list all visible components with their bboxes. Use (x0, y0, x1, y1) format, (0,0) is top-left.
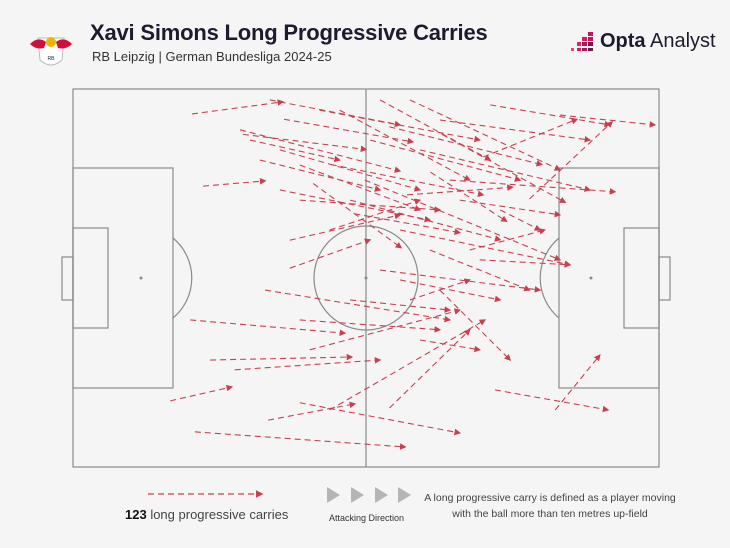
carry-arrow (239, 129, 402, 173)
carry-arrow (312, 183, 403, 249)
carry-arrow (406, 184, 514, 196)
attacking-direction-arrows (327, 487, 411, 503)
carry-arrow (265, 289, 452, 323)
left-goal (61, 256, 74, 301)
carry-arrow (289, 238, 372, 269)
carry-arrow (350, 299, 452, 313)
chart-title: Xavi Simons Long Progressive Carries (90, 20, 488, 45)
direction-arrow-icon (375, 487, 388, 503)
carry-arrow (364, 179, 562, 261)
left-penalty-box (72, 167, 174, 389)
direction-arrow-icon (398, 487, 411, 503)
left-penalty-spot (139, 276, 143, 280)
carry-arrow (419, 339, 481, 353)
carry-arrow (234, 357, 382, 371)
carry-arrow (279, 189, 432, 223)
carry-arrow (299, 164, 422, 212)
carry-arrow (379, 99, 492, 161)
right-goal-area (623, 227, 660, 329)
carry-arrow (170, 384, 234, 402)
chart-subtitle: RB Leipzig | German Bundesliga 2024-25 (92, 49, 332, 64)
carry-arrow (369, 139, 522, 182)
right-penalty-arc (539, 237, 560, 319)
brand-bold: Opta (600, 30, 646, 52)
center-circle (313, 225, 419, 331)
carry-arrow (339, 109, 471, 181)
carry-arrow (499, 209, 542, 231)
carry-arrow (419, 149, 592, 192)
carry-arrow (190, 319, 347, 337)
carry-arrow (479, 259, 572, 268)
legend-count: 123 long progressive carries (125, 507, 288, 522)
carry-arrow (249, 139, 341, 163)
team-logo: RB (28, 28, 74, 72)
carries-layer (170, 99, 657, 450)
carry-arrow (399, 229, 572, 267)
carry-arrow (490, 104, 612, 128)
carry-arrow (279, 149, 422, 192)
carry-arrow (299, 402, 462, 436)
right-penalty-spot (589, 276, 593, 280)
carry-arrow (299, 319, 442, 333)
right-goal (658, 256, 671, 301)
carry-arrow (329, 319, 487, 411)
carry-arrow (559, 114, 657, 128)
brand-light: Analyst (645, 30, 716, 52)
pitch-markings (61, 88, 671, 468)
carry-arrow (242, 133, 368, 153)
carry-arrow (554, 354, 601, 411)
carry-arrow (203, 178, 267, 187)
carry-arrow (409, 99, 562, 171)
direction-arrow-icon (351, 487, 364, 503)
carry-arrow (259, 159, 382, 192)
definition-note: A long progressive carry is defined as a… (424, 492, 676, 520)
carry-arrow (268, 401, 357, 421)
carry-arrow (409, 278, 471, 301)
carry-arrow (439, 119, 592, 143)
carry-arrow (439, 289, 512, 361)
carry-arrow (354, 213, 462, 235)
opta-analyst-logo: Opta Analyst (570, 30, 716, 53)
carry-arrow (449, 179, 617, 195)
attacking-direction-label: Attacking Direction (329, 513, 405, 523)
carry-arrow (350, 199, 502, 242)
carry-arrow (469, 228, 547, 251)
left-penalty-arc (172, 237, 193, 319)
carry-arrow (399, 279, 502, 303)
carry-arrow (309, 308, 462, 351)
carry-arrow (529, 120, 614, 200)
opta-bars-icon (571, 31, 593, 51)
carry-arrow (194, 431, 407, 450)
carry-arrow (389, 328, 471, 409)
carry-arrow (191, 99, 285, 115)
carry-arrow (429, 249, 531, 292)
right-penalty-box (558, 167, 660, 389)
carry-count-label: long progressive carries (146, 507, 289, 522)
center-spot (364, 276, 368, 280)
carry-arrow (494, 389, 610, 413)
carry-arrow (289, 212, 402, 241)
carry-arrow (269, 99, 402, 128)
svg-text:RB: RB (48, 56, 56, 62)
carry-arrow (430, 171, 508, 223)
left-goal-area (72, 227, 109, 329)
carry-arrow (482, 118, 579, 158)
carry-arrow (330, 164, 485, 198)
carry-arrow (441, 133, 567, 204)
carry-arrow (389, 126, 544, 167)
direction-arrow-icon (327, 487, 340, 503)
carry-arrow (379, 269, 542, 293)
carry-arrow (329, 198, 422, 231)
carry-arrow (210, 353, 354, 361)
carry-arrow (283, 118, 415, 145)
carry-arrow (299, 199, 442, 213)
carry-arrow (459, 199, 562, 218)
carry-count: 123 (125, 507, 147, 522)
carry-arrow (319, 109, 481, 143)
